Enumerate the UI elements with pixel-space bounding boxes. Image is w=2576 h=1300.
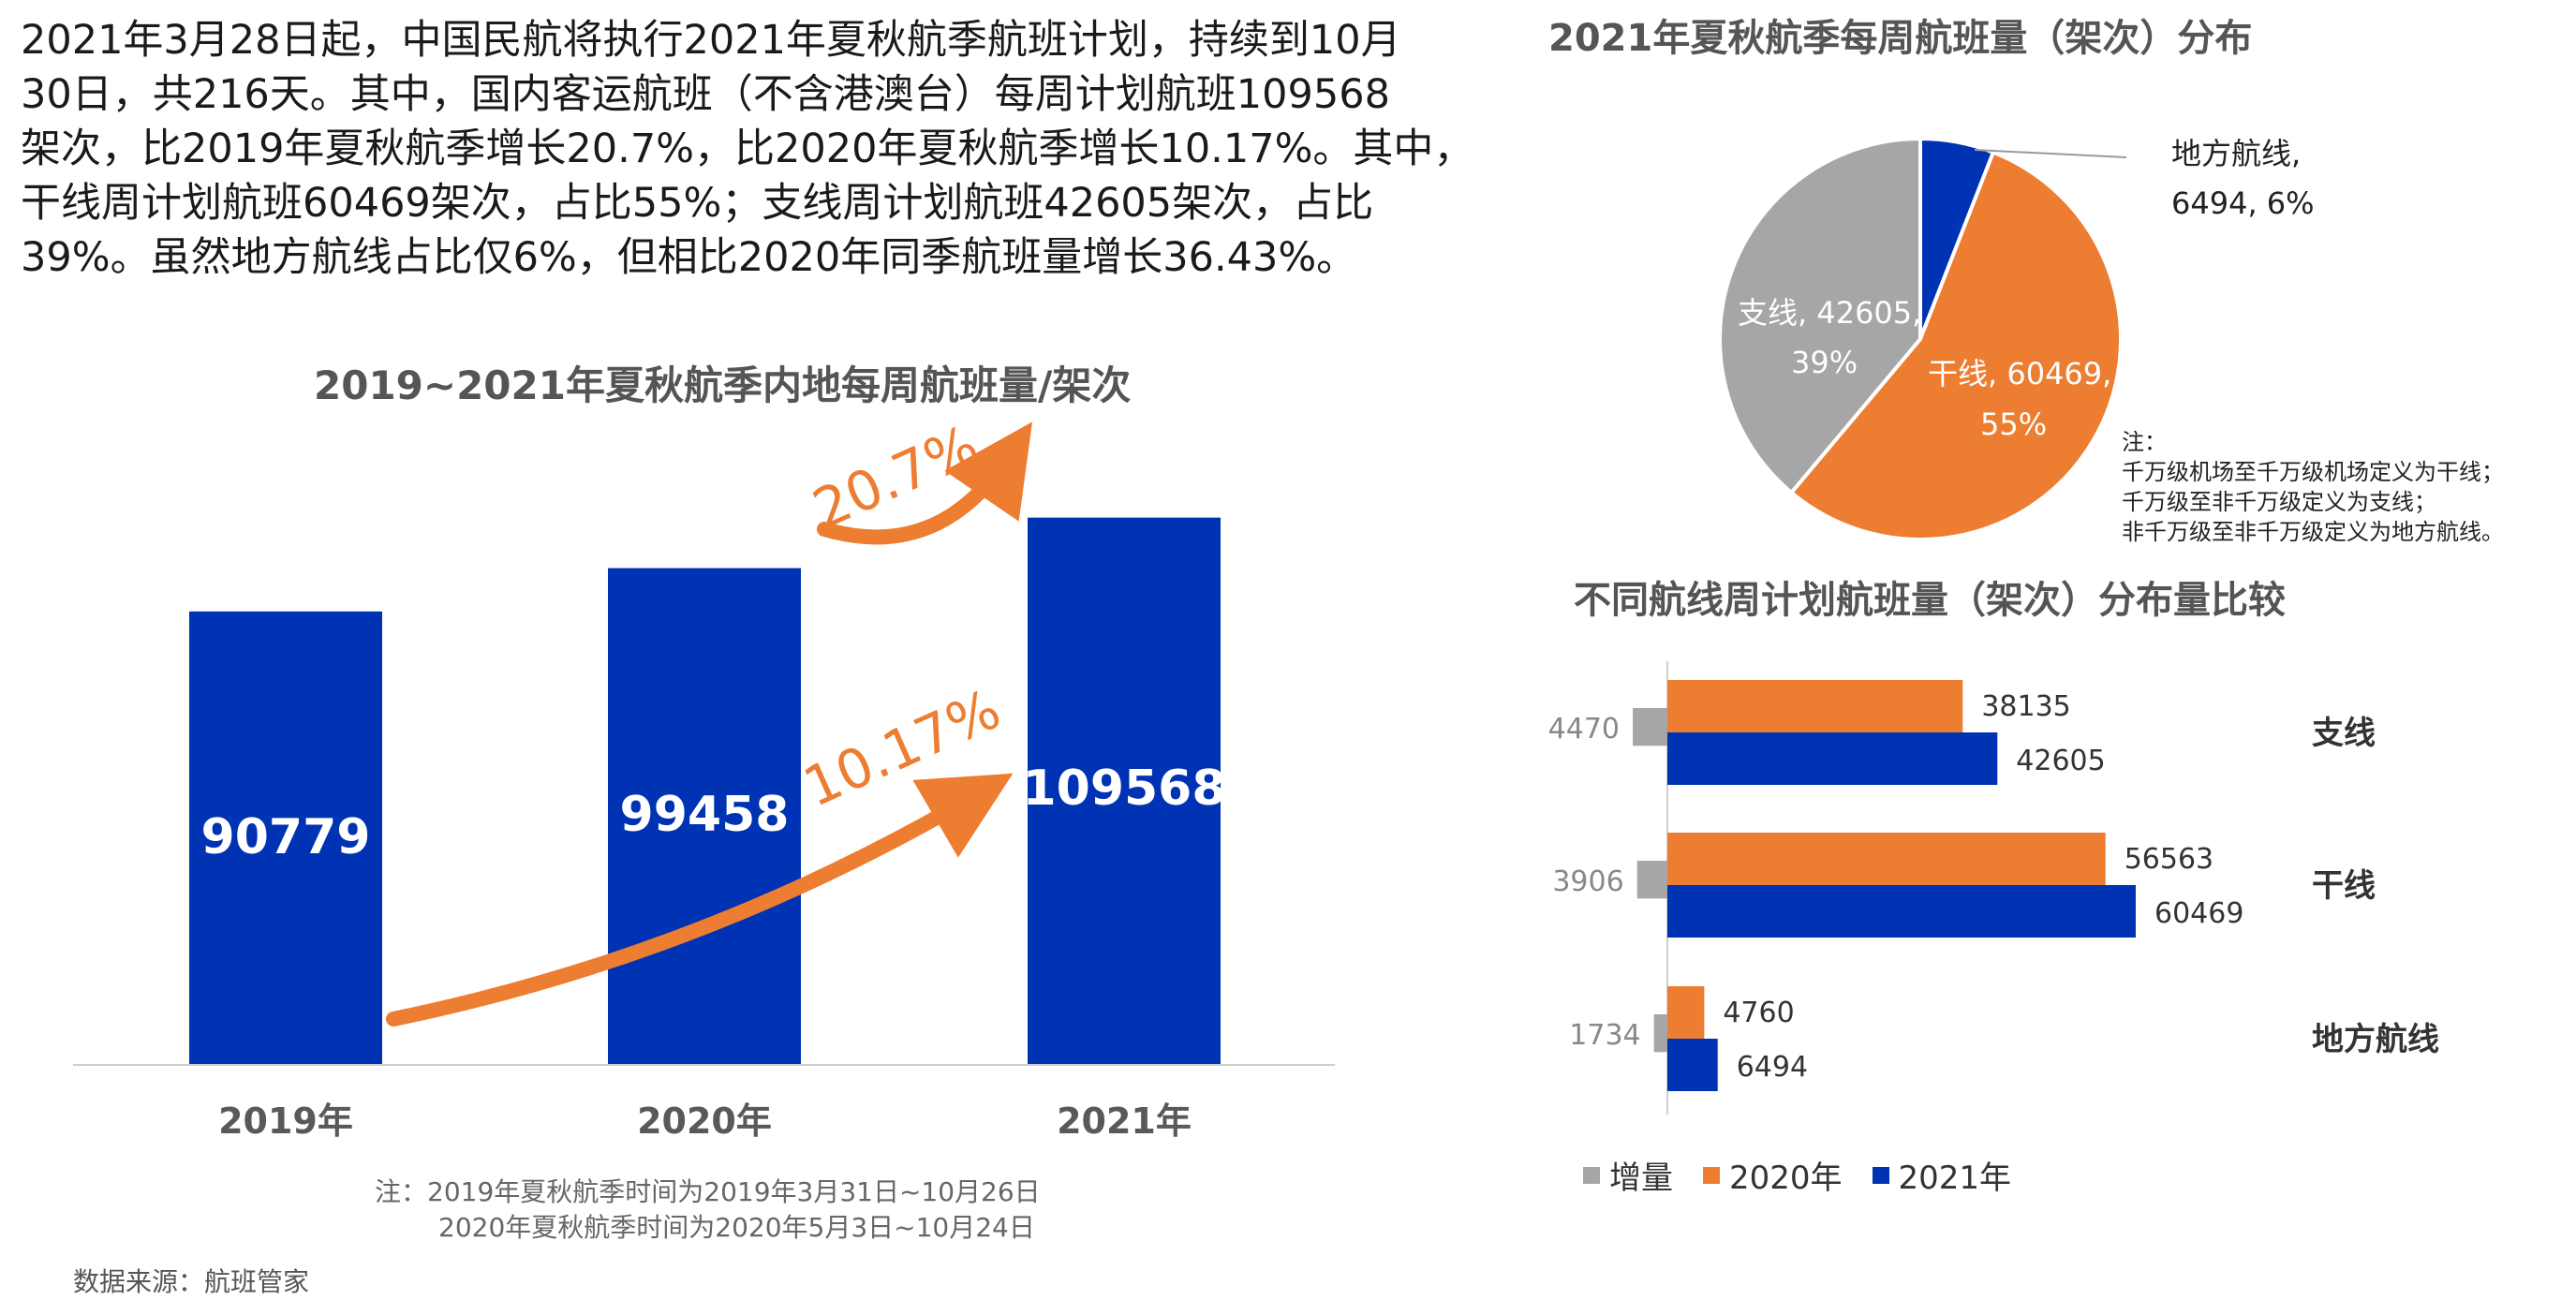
hbar-2020 [1667, 833, 2106, 885]
pie-label-branch-line2: 39% [1791, 345, 1858, 380]
x-tick-label: 2020年 [637, 1101, 772, 1142]
growth-arrow-2019 [386, 773, 1014, 1027]
legend-label: 2021年 [1898, 1160, 2012, 1197]
hbar-2021-label: 60469 [2154, 897, 2243, 930]
legend-swatch-blue [1872, 1166, 1889, 1184]
intro-paragraph: 2021年3月28日起，中国民航将执行2021年夏秋航季航班计划，持续到10月 … [21, 13, 1510, 285]
bar-chart-title: 2019~2021年夏秋航季内地每周航班量/架次 [314, 362, 1132, 408]
bar-2019年 [189, 611, 382, 1065]
hbar-increase-label: 1734 [1569, 1019, 1640, 1052]
bar-2020年 [608, 568, 801, 1065]
bar-2021年 [1028, 517, 1221, 1065]
pie-label-trunk-line1: 干线, 60469, [1928, 356, 2111, 391]
legend-label: 2020年 [1729, 1160, 1843, 1197]
hbar-2020-label: 4760 [1723, 997, 1794, 1029]
hbar-2021-label: 6494 [1737, 1051, 1808, 1084]
hbar-2020-label: 56563 [2124, 843, 2213, 876]
source-note: 数据来源：航班管家 [73, 1266, 310, 1297]
hbar-2020 [1667, 680, 1963, 732]
hbar-increase [1636, 861, 1667, 899]
hbar-category-label: 干线 [2312, 867, 2376, 905]
legend-item-increase: 增量 [1583, 1152, 1673, 1198]
pie-note-1: 千万级机场至千万级机场定义为干线； [2122, 459, 2504, 485]
pie-note-0: 注： [2122, 429, 2167, 455]
pie-chart-title: 2021年夏秋航季每周航班量（架次）分布 [1548, 17, 2253, 60]
legend-item-2021: 2021年 [1872, 1152, 2012, 1198]
bar-value-label: 99458 [620, 787, 790, 843]
intro-line: 39%。虽然地方航线占比仅6%，但相比2020年同季航班量增长36.43%。 [21, 234, 1357, 281]
pie-note-2: 千万级至非千万级定义为支线； [2122, 489, 2436, 515]
hbar-increase-label: 4470 [1548, 713, 1620, 746]
growth-arrow-2020 [817, 421, 1033, 545]
legend-label: 增量 [1609, 1160, 1673, 1197]
pie-label-branch-line1: 支线, 42605, [1738, 295, 1921, 331]
pie-label-trunk-line2: 55% [1980, 406, 2047, 442]
hbar-2021 [1667, 732, 1998, 785]
pie-leader-line [1974, 149, 2127, 158]
bar-value-label: 90779 [201, 809, 371, 865]
intro-line: 2021年3月28日起，中国民航将执行2021年夏秋航季航班计划，持续到10月 [21, 17, 1401, 64]
hbar-legend: 增量 2020年 2021年 [1583, 1152, 2011, 1198]
hbar-category-label: 地方航线 [2312, 1021, 2439, 1058]
intro-line: 架次，比2019年夏秋航季增长20.7%，比2020年夏秋航季增长10.17%。… [21, 126, 1474, 172]
intro-line: 干线周计划航班60469架次，占比55%；支线周计划航班42605架次，占比 [21, 180, 1374, 227]
legend-swatch-gray [1583, 1166, 1600, 1184]
hbar-chart-title: 不同航线周计划航班量（架次）分布量比较 [1574, 579, 2286, 622]
x-tick-label: 2019年 [218, 1101, 353, 1142]
hbar-category-label: 支线 [2312, 715, 2376, 752]
hbar-2021-label: 42605 [2016, 745, 2105, 777]
hbar-2021 [1667, 885, 2136, 938]
bar-chart-note-2: 2020年夏秋航季时间为2020年5月3日~10月24日 [438, 1212, 1035, 1243]
hbar-increase-label: 3906 [1552, 865, 1623, 898]
hbar-increase [1653, 1014, 1667, 1053]
x-tick-label: 2021年 [1057, 1101, 1192, 1142]
bar-chart-note-1: 注：2019年夏秋航季时间为2019年3月31日~10月26日 [375, 1176, 1041, 1207]
hbar-2020-label: 38135 [1981, 690, 2070, 723]
hbar-2021 [1667, 1039, 1718, 1091]
pie-slice-支线 [1718, 136, 1922, 495]
bar-value-label: 109568 [1022, 761, 1225, 817]
pie-label-local-line2: 6494, 6% [2171, 185, 2315, 221]
pie-slice-干线 [1788, 150, 2124, 541]
hbar-increase [1633, 708, 1667, 746]
intro-line: 30日，共216天。其中，国内客运航班（不含港澳台）每周计划航班109568 [21, 71, 1390, 118]
legend-item-2020: 2020年 [1703, 1152, 1843, 1198]
legend-swatch-orange [1703, 1166, 1720, 1184]
hbar-2020 [1667, 986, 1705, 1039]
pie-label-local-line1: 地方航线, [2171, 136, 2301, 171]
pie-note-3: 非千万级至非千万级定义为地方航线。 [2122, 519, 2504, 545]
